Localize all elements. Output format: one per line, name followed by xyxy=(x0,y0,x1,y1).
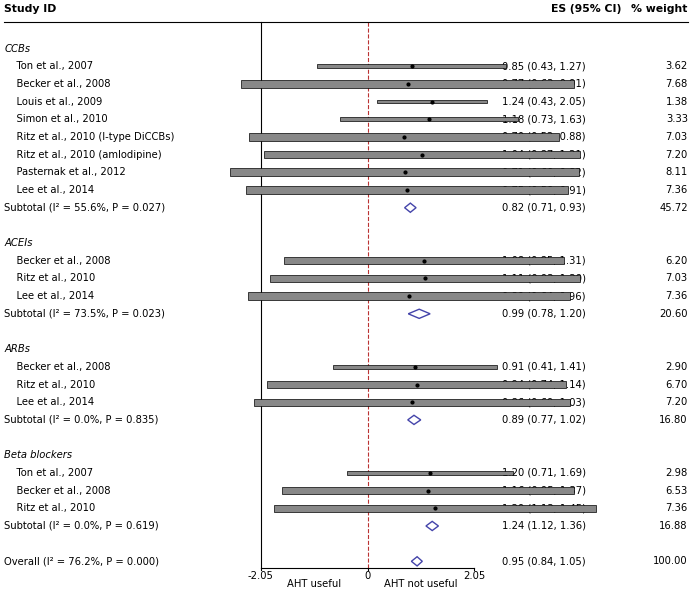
Text: 7.03: 7.03 xyxy=(666,273,688,283)
Text: Ritz et al., 2010 (l-type DiCCBs): Ritz et al., 2010 (l-type DiCCBs) xyxy=(4,132,174,142)
Text: Becker et al., 2008: Becker et al., 2008 xyxy=(4,362,110,372)
Text: 7.20: 7.20 xyxy=(666,150,688,160)
Bar xyxy=(333,365,497,369)
Text: 2.05: 2.05 xyxy=(463,571,486,581)
Text: Ritz et al., 2010: Ritz et al., 2010 xyxy=(4,379,95,390)
Bar xyxy=(284,257,564,264)
Text: 8.11: 8.11 xyxy=(666,168,688,177)
Text: Lee et al., 2014: Lee et al., 2014 xyxy=(4,185,94,195)
Text: 0.70 (0.52, 0.88): 0.70 (0.52, 0.88) xyxy=(502,132,586,142)
Text: Louis et al., 2009: Louis et al., 2009 xyxy=(4,96,103,107)
Text: 1.11 (0.93, 1.29): 1.11 (0.93, 1.29) xyxy=(502,273,586,283)
Text: Beta blockers: Beta blockers xyxy=(4,450,72,460)
Text: 1.18 (0.73, 1.63): 1.18 (0.73, 1.63) xyxy=(502,115,586,124)
Bar xyxy=(249,133,559,140)
Bar xyxy=(282,487,574,494)
Text: AHT not useful: AHT not useful xyxy=(384,579,458,589)
Text: 0.89 (0.77, 1.02): 0.89 (0.77, 1.02) xyxy=(502,415,586,425)
Text: Simon et al., 2010: Simon et al., 2010 xyxy=(4,115,108,124)
Text: 1.04 (0.87, 1.21): 1.04 (0.87, 1.21) xyxy=(502,150,586,160)
Text: 7.36: 7.36 xyxy=(666,504,688,513)
Text: 0.82 (0.71, 0.93): 0.82 (0.71, 0.93) xyxy=(502,203,586,213)
Bar xyxy=(242,80,574,88)
Text: 1.38: 1.38 xyxy=(666,96,688,107)
Text: Becker et al., 2008: Becker et al., 2008 xyxy=(4,485,110,496)
Text: Becker et al., 2008: Becker et al., 2008 xyxy=(4,256,110,266)
Text: 7.03: 7.03 xyxy=(666,132,688,142)
Text: 2.98: 2.98 xyxy=(666,468,688,478)
Text: 1.16 (0.95, 1.37): 1.16 (0.95, 1.37) xyxy=(502,485,586,496)
Text: 6.20: 6.20 xyxy=(666,256,688,266)
Text: 7.36: 7.36 xyxy=(666,185,688,195)
Text: -2.05: -2.05 xyxy=(248,571,274,581)
Bar xyxy=(347,471,514,475)
Text: Lee et al., 2014: Lee et al., 2014 xyxy=(4,397,94,407)
Text: 16.88: 16.88 xyxy=(659,521,688,531)
Text: AHT useful: AHT useful xyxy=(287,579,341,589)
Text: Ton et al., 2007: Ton et al., 2007 xyxy=(4,468,93,478)
Text: 6.53: 6.53 xyxy=(666,485,688,496)
Text: 45.72: 45.72 xyxy=(659,203,688,213)
Bar xyxy=(255,399,570,406)
Bar xyxy=(264,151,579,159)
Text: 1.29 (1.13, 1.45): 1.29 (1.13, 1.45) xyxy=(502,504,586,513)
Text: 7.20: 7.20 xyxy=(666,397,688,407)
Text: 7.68: 7.68 xyxy=(666,79,688,89)
Text: 1.24 (0.43, 2.05): 1.24 (0.43, 2.05) xyxy=(502,96,586,107)
Text: Becker et al., 2008: Becker et al., 2008 xyxy=(4,79,110,89)
Bar xyxy=(248,292,570,300)
Text: Subtotal (I² = 0.0%, P = 0.835): Subtotal (I² = 0.0%, P = 0.835) xyxy=(4,415,158,425)
Text: 16.80: 16.80 xyxy=(659,415,688,425)
Bar xyxy=(246,186,568,194)
Text: Pasternak et al., 2012: Pasternak et al., 2012 xyxy=(4,168,126,177)
Text: Ritz et al., 2010: Ritz et al., 2010 xyxy=(4,504,95,513)
Bar xyxy=(339,117,518,121)
Text: 0.75 (0.59, 0.91): 0.75 (0.59, 0.91) xyxy=(502,185,586,195)
Text: 0: 0 xyxy=(364,571,371,581)
Text: ACEIs: ACEIs xyxy=(4,238,33,248)
Text: 2.90: 2.90 xyxy=(666,362,688,372)
Text: 100.00: 100.00 xyxy=(653,557,688,566)
Text: 0.85 (0.43, 1.27): 0.85 (0.43, 1.27) xyxy=(502,62,586,71)
Text: 0.77 (0.63, 0.91): 0.77 (0.63, 0.91) xyxy=(502,79,586,89)
Text: 0.95 (0.84, 1.05): 0.95 (0.84, 1.05) xyxy=(502,557,586,566)
Text: 6.70: 6.70 xyxy=(666,379,688,390)
Text: 7.36: 7.36 xyxy=(666,291,688,301)
Text: ARBs: ARBs xyxy=(4,344,30,354)
Text: 0.71 (0.60, 0.82): 0.71 (0.60, 0.82) xyxy=(502,168,586,177)
Text: Study ID: Study ID xyxy=(4,4,56,14)
Text: Ritz et al., 2010 (amlodipine): Ritz et al., 2010 (amlodipine) xyxy=(4,150,162,160)
Bar xyxy=(271,275,580,282)
Text: 1.08 (0.85, 1.31): 1.08 (0.85, 1.31) xyxy=(502,256,586,266)
Bar xyxy=(274,505,595,512)
Text: Subtotal (I² = 73.5%, P = 0.023): Subtotal (I² = 73.5%, P = 0.023) xyxy=(4,309,165,319)
Text: 3.62: 3.62 xyxy=(666,62,688,71)
Text: Subtotal (I² = 0.0%, P = 0.619): Subtotal (I² = 0.0%, P = 0.619) xyxy=(4,521,159,531)
Text: 0.94 (0.74, 1.14): 0.94 (0.74, 1.14) xyxy=(502,379,586,390)
Text: 0.91 (0.41, 1.41): 0.91 (0.41, 1.41) xyxy=(502,362,586,372)
Text: 1.20 (0.71, 1.69): 1.20 (0.71, 1.69) xyxy=(502,468,586,478)
Bar xyxy=(317,64,507,69)
Text: 20.60: 20.60 xyxy=(659,309,688,319)
Text: 1.24 (1.12, 1.36): 1.24 (1.12, 1.36) xyxy=(502,521,586,531)
Bar xyxy=(267,381,566,388)
Text: Lee et al., 2014: Lee et al., 2014 xyxy=(4,291,94,301)
Text: 0.99 (0.78, 1.20): 0.99 (0.78, 1.20) xyxy=(502,309,586,319)
Text: Overall (I² = 76.2%, P = 0.000): Overall (I² = 76.2%, P = 0.000) xyxy=(4,557,159,566)
Text: ES (95% CI): ES (95% CI) xyxy=(551,4,621,14)
Bar xyxy=(230,168,579,177)
Text: 3.33: 3.33 xyxy=(666,115,688,124)
Text: Ton et al., 2007: Ton et al., 2007 xyxy=(4,62,93,71)
Text: 0.86 (0.69, 1.03): 0.86 (0.69, 1.03) xyxy=(502,397,586,407)
Bar xyxy=(378,100,487,103)
Text: Subtotal (I² = 55.6%, P = 0.027): Subtotal (I² = 55.6%, P = 0.027) xyxy=(4,203,165,213)
Text: % weight: % weight xyxy=(632,4,688,14)
Text: 0.80 (0.64, 0.96): 0.80 (0.64, 0.96) xyxy=(502,291,586,301)
Text: CCBs: CCBs xyxy=(4,43,31,54)
Text: Ritz et al., 2010: Ritz et al., 2010 xyxy=(4,273,95,283)
